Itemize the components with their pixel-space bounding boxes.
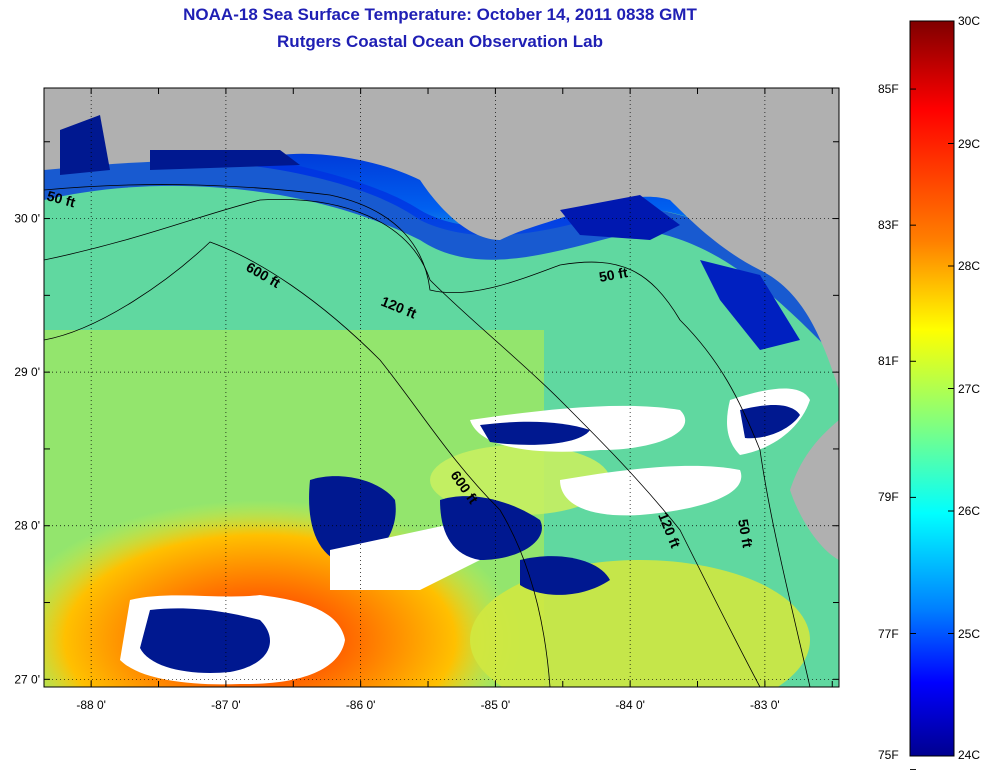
lat-tick-label: 27 0' [14, 672, 40, 686]
contour-120ft-line [44, 199, 761, 687]
contour-600ft-line [44, 241, 551, 687]
lon-tick-label: -88 0' [76, 698, 106, 712]
latitude-ticks: 30 0' 29 0' 28 0' 27 0' [14, 141, 839, 686]
lon-tick-label: -83 0' [750, 698, 780, 712]
celsius-label: 27C [958, 381, 981, 396]
map-title: NOAA-18 Sea Surface Temperature: October… [183, 5, 697, 24]
lon-tick-label: -85 0' [481, 698, 511, 712]
contour-label-50ft-east: 50 ft [598, 264, 629, 285]
celsius-label: 24C [958, 748, 981, 762]
fahrenheit-label: 83F [878, 218, 899, 233]
fahrenheit-label: 77F [878, 626, 899, 641]
celsius-label: 30C [958, 14, 981, 28]
fahrenheit-label: 75F [878, 748, 899, 762]
contour-label-50ft-west: 50 ft [45, 187, 77, 210]
lon-tick-label: -87 0' [211, 698, 241, 712]
cloud-mask [120, 388, 810, 685]
map-frame [43, 87, 840, 688]
bathymetry-contours [44, 184, 811, 687]
lat-tick-label: 30 0' [14, 212, 40, 226]
lat-lon-grid [44, 88, 839, 687]
lon-tick-label: -86 0' [346, 698, 376, 712]
celsius-label: 25C [958, 626, 981, 641]
sea-surface-field [44, 88, 839, 687]
fahrenheit-label: 79F [878, 490, 899, 505]
map-subtitle: Rutgers Coastal Ocean Observation Lab [277, 32, 603, 51]
lat-tick-label: 28 0' [14, 519, 40, 533]
temperature-colorbar [909, 20, 955, 757]
lat-tick-label: 29 0' [14, 365, 40, 379]
fahrenheit-label: 85F [878, 82, 899, 97]
contour-50ft-line [44, 184, 811, 687]
celsius-label: 29C [958, 136, 981, 151]
celsius-label: 26C [958, 504, 981, 518]
celsius-label: 28C [958, 259, 981, 273]
longitude-ticks: -88 0' -87 0' -86 0' -85 0' -84 0' -83 0' [76, 88, 833, 712]
fahrenheit-label: 81F [878, 354, 899, 369]
lon-tick-label: -84 0' [615, 698, 645, 712]
